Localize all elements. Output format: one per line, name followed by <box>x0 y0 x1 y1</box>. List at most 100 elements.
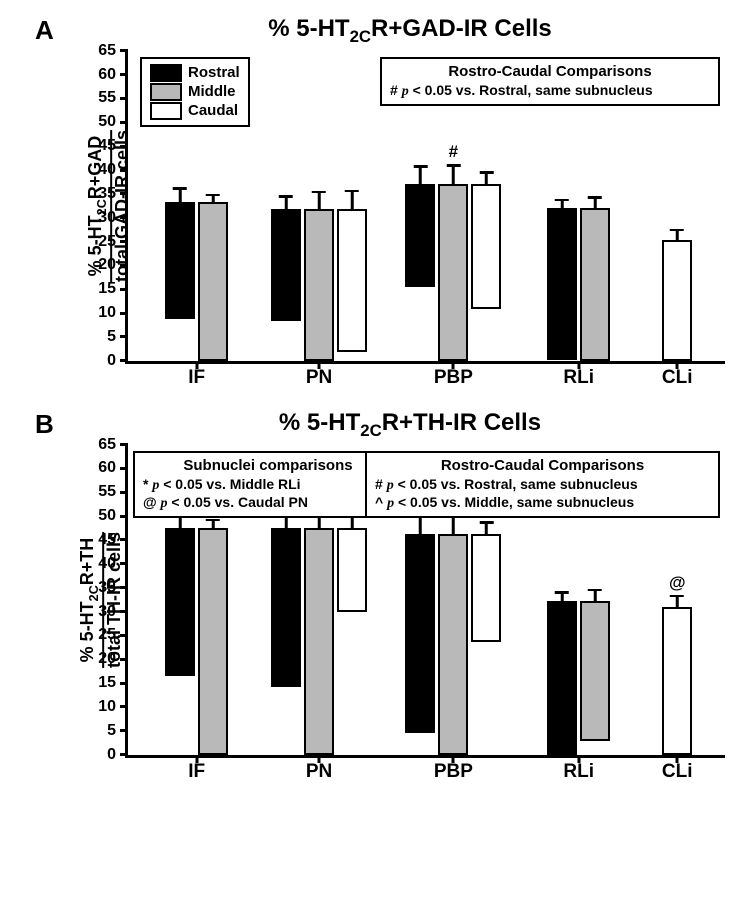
error-bar <box>485 171 488 186</box>
bar: * # <box>304 528 334 755</box>
legend-swatch <box>150 64 182 82</box>
y-tick-label: 45 <box>98 137 116 155</box>
panel-b-title: % 5-HT2CR+TH-IR Cells <box>85 409 735 441</box>
bar: * <box>438 534 468 754</box>
y-tick-label: 25 <box>98 233 116 251</box>
y-tick-label: 15 <box>98 280 116 298</box>
bar <box>580 208 610 361</box>
error-bar <box>452 516 455 537</box>
x-label: IF <box>188 367 205 389</box>
bar-group <box>547 208 610 361</box>
panel-a-note: Rostro-Caudal Comparisons# p < 0.05 vs. … <box>380 57 720 106</box>
sig-marker: # <box>449 142 458 162</box>
panel-b-ylabel-top: % 5-HT2CR+TH <box>78 532 104 668</box>
bar <box>271 209 301 321</box>
bar-group: * ## ^ <box>271 528 367 755</box>
error-bar <box>594 196 597 209</box>
y-tick <box>120 359 128 362</box>
y-tick <box>120 312 128 315</box>
x-label: PN <box>306 761 332 783</box>
legend-box: RostralMiddle Caudal <box>140 57 250 127</box>
panel-b-ylabel-bot: total TH-IR cells <box>104 532 124 668</box>
error-bar <box>419 515 422 536</box>
y-tick <box>120 729 128 732</box>
y-tick <box>120 682 128 685</box>
bar-group: @ <box>662 607 692 755</box>
bar <box>165 202 195 319</box>
y-tick-label: 5 <box>107 328 116 346</box>
y-tick-label: 55 <box>98 483 116 501</box>
x-label: PN <box>306 367 332 389</box>
panel-a-chart: % 5-HT2CR+GAD total GAD-IR cells Rostral… <box>125 51 725 364</box>
y-tick-label: 60 <box>98 66 116 84</box>
y-tick-label: 40 <box>98 161 116 179</box>
y-tick-label: 50 <box>98 507 116 525</box>
bar-group <box>662 240 692 361</box>
bar-group <box>165 202 228 361</box>
legend-label: Middle <box>188 83 236 100</box>
panel-a: A % 5-HT2CR+GAD-IR Cells % 5-HT2CR+GAD t… <box>15 15 735 364</box>
bar-group: * # <box>165 528 228 755</box>
y-tick-label: 65 <box>98 436 116 454</box>
bar <box>304 209 334 361</box>
note-line: * p < 0.05 vs. Middle RLi <box>143 476 393 494</box>
bar <box>198 202 228 361</box>
legend-row: Rostral <box>150 64 240 82</box>
y-tick-label: 60 <box>98 459 116 477</box>
bar: @ <box>662 607 692 755</box>
bar-group <box>547 601 610 755</box>
x-label: RLi <box>563 761 594 783</box>
y-tick <box>120 515 128 518</box>
bar: * # <box>198 528 228 755</box>
bar <box>337 209 367 352</box>
error-bar <box>485 521 488 536</box>
legend-swatch <box>150 83 182 101</box>
error-bar <box>212 194 215 204</box>
y-tick-label: 20 <box>98 256 116 274</box>
error-bar <box>676 229 679 242</box>
y-tick <box>120 73 128 76</box>
y-tick-label: 5 <box>107 722 116 740</box>
y-tick-label: 45 <box>98 531 116 549</box>
y-tick <box>120 562 128 565</box>
panel-a-label: A <box>35 15 54 46</box>
legend-label: Caudal <box>188 102 238 119</box>
panel-b: B % 5-HT2CR+TH-IR Cells % 5-HT2CR+TH tot… <box>15 409 735 758</box>
x-label: IF <box>188 761 205 783</box>
y-tick <box>120 121 128 124</box>
y-tick-label: 65 <box>98 42 116 60</box>
error-bar <box>419 165 422 186</box>
bar <box>547 208 577 361</box>
y-tick <box>120 467 128 470</box>
panel-b-note-right: Rostro-Caudal Comparisons# p < 0.05 vs. … <box>365 451 720 518</box>
note-line: ^ p < 0.05 vs. Middle, same subnucleus <box>375 494 710 512</box>
bar-group: *# ^ <box>405 534 501 754</box>
y-tick-label: 15 <box>98 674 116 692</box>
bar <box>165 528 195 676</box>
panel-b-note-left: Subnuclei comparisons* p < 0.05 vs. Midd… <box>133 451 403 518</box>
error-bar <box>561 199 564 210</box>
bar-group: # <box>405 184 501 360</box>
error-bar <box>452 164 455 186</box>
y-tick <box>120 288 128 291</box>
y-tick <box>120 97 128 100</box>
bar: # <box>438 184 468 360</box>
y-tick-label: 50 <box>98 113 116 131</box>
bar: # ^ <box>471 534 501 641</box>
panel-a-title: % 5-HT2CR+GAD-IR Cells <box>85 15 735 47</box>
y-tick <box>120 169 128 172</box>
x-label: CLi <box>662 367 693 389</box>
note-line: @ p < 0.05 vs. Caudal PN <box>143 494 393 512</box>
y-tick-label: 20 <box>98 650 116 668</box>
bar <box>405 534 435 732</box>
y-tick-label: 35 <box>98 185 116 203</box>
bar <box>471 184 501 309</box>
y-tick <box>120 240 128 243</box>
y-tick <box>120 49 128 52</box>
bar <box>580 601 610 742</box>
y-tick-label: 25 <box>98 626 116 644</box>
y-tick-label: 10 <box>98 698 116 716</box>
error-bar <box>594 589 597 603</box>
y-tick-label: 40 <box>98 555 116 573</box>
y-tick <box>120 705 128 708</box>
